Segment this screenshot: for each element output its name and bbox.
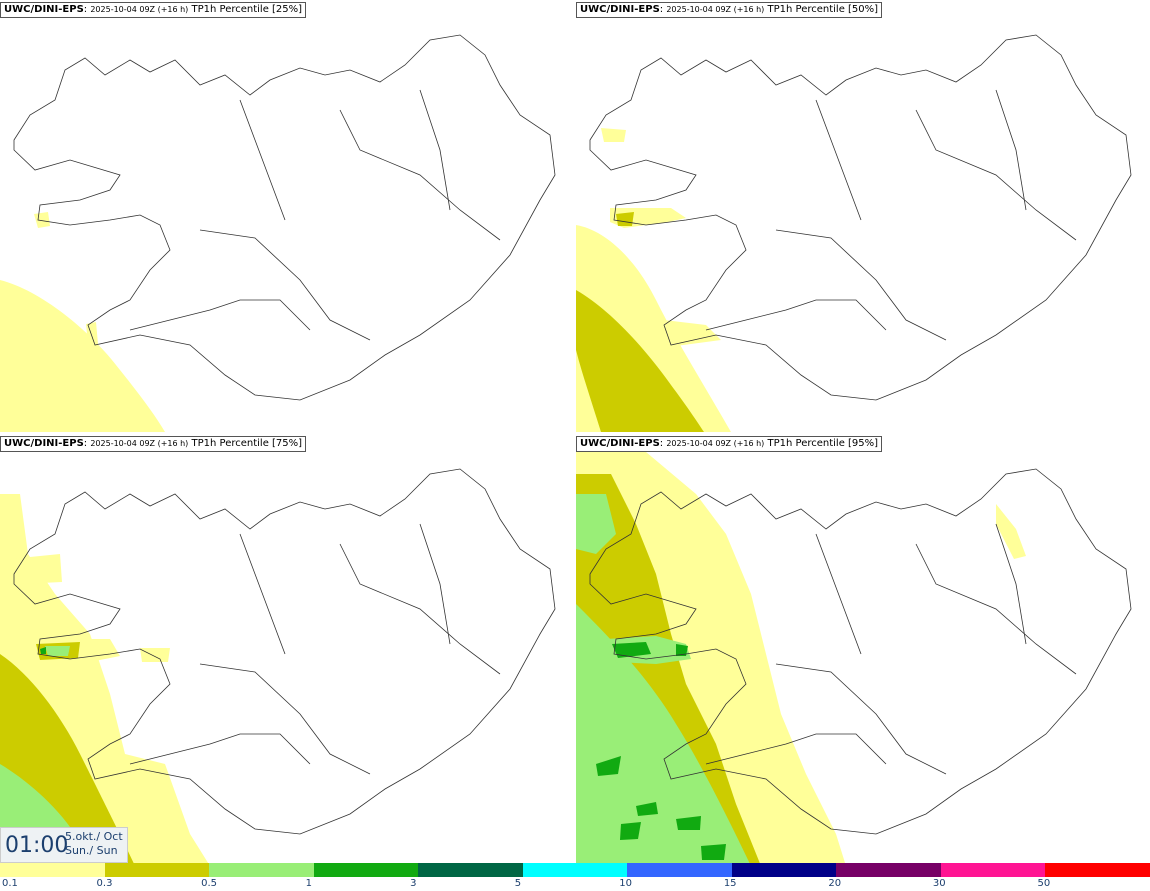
panel-title: UWC/DINI-EPS: 2025-10-04 09Z (+16 h) TP1… [0,2,307,18]
precip-colorbar-ticks: 0.1 0.3 0.5 1 3 5 10 15 20 30 50 [0,877,1150,891]
colorbar-tick-label: 5 [514,878,522,889]
colorbar-tick-label: 0.3 [96,878,113,889]
valid-date: 5.okt./ Oct Sun./ Sun [65,830,123,858]
colorbar-tick-label: 50 [1037,878,1051,889]
iceland-outline [13,468,556,835]
colorbar-tick-label: 3 [410,878,417,889]
map-canvas [576,34,1132,432]
precip-fields [576,450,1026,866]
colorbar-tick-label: 1 [305,878,312,889]
colorbar-segment [209,863,314,877]
colorbar-segment [522,863,628,877]
iceland-outline [13,34,556,401]
map-canvas [0,468,556,866]
colorbar-segment [836,863,941,877]
map-panel-p50: UWC/DINI-EPS: 2025-10-04 09Z (+16 h) TP1… [576,0,1150,432]
map-panel-p75: UWC/DINI-EPS: 2025-10-04 09Z (+16 h) TP1… [0,434,574,866]
iceland-outline [589,468,1132,835]
colorbar-segment [418,863,523,877]
colorbar-tick-label: 30 [932,878,946,889]
colorbar-segment [731,863,837,877]
valid-date-line1: 5.okt./ Oct [65,830,123,843]
colorbar-tick-label: 20 [828,878,842,889]
colorbar-tick-label: 0.5 [201,878,217,889]
panel-title: UWC/DINI-EPS: 2025-10-04 09Z (+16 h) TP1… [576,436,883,452]
valid-time-clock: 01:00 [5,833,69,858]
colorbar-tick-label: 15 [723,878,737,889]
colorbar-tick-label: 10 [619,878,632,889]
colorbar-segment [0,863,105,877]
precip-fields [576,128,731,432]
colorbar-segment [1045,863,1150,877]
colorbar-segment [627,863,732,877]
iceland-outline [589,34,1132,401]
panel-title: UWC/DINI-EPS: 2025-10-04 09Z (+16 h) TP1… [576,2,883,18]
map-panel-p95: UWC/DINI-EPS: 2025-10-04 09Z (+16 h) TP1… [576,434,1150,866]
precip-fields [0,212,165,432]
precip-fields [0,494,210,866]
colorbar-segment [104,863,210,877]
colorbar-segment [313,863,419,877]
map-panel-p25: UWC/DINI-EPS: 2025-10-04 09Z (+16 h) TP1… [0,0,574,432]
map-canvas [576,450,1132,866]
colorbar-tick-label: 0.1 [2,878,18,889]
panel-title: UWC/DINI-EPS: 2025-10-04 09Z (+16 h) TP1… [0,436,307,452]
precip-colorbar [0,863,1150,877]
map-canvas [0,34,556,432]
valid-time-box: 01:00 5.okt./ Oct Sun./ Sun [0,827,128,863]
valid-date-line2: Sun./ Sun [65,844,118,857]
colorbar-segment [940,863,1046,877]
